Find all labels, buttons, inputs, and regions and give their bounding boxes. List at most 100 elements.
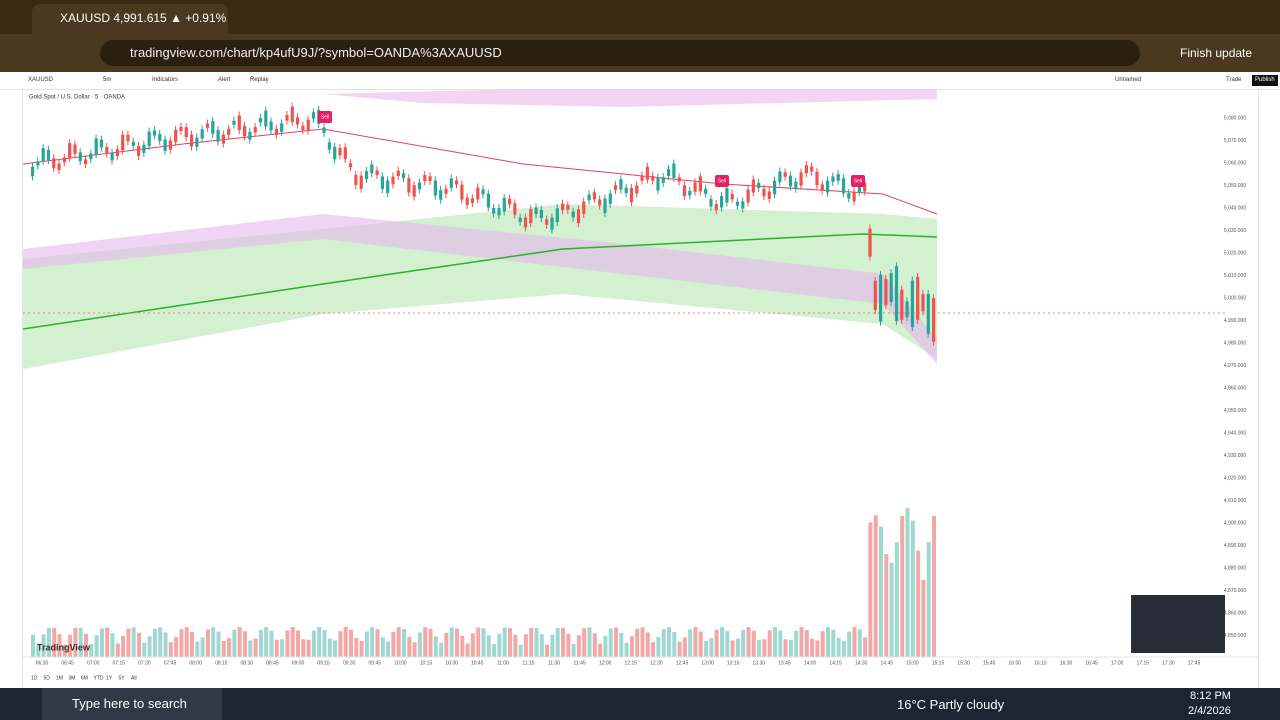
volume-bar xyxy=(195,641,200,657)
publish[interactable]: Publish xyxy=(1252,75,1278,86)
volume-bar xyxy=(709,638,714,657)
volume-bar xyxy=(417,632,422,657)
candle-body xyxy=(863,182,867,192)
candle-body xyxy=(698,176,702,192)
volume-bar xyxy=(523,634,528,657)
candle-body xyxy=(460,184,464,200)
weather[interactable]: 16°C Partly cloudy xyxy=(897,697,1005,712)
browser-tab[interactable]: XAUUSD 4,991.615 ▲ +0.91% xyxy=(32,4,228,34)
price-label: 5,040.000 xyxy=(1224,205,1246,211)
interval[interactable]: 5m xyxy=(103,77,112,83)
volume-bar xyxy=(338,631,343,657)
range-button: 1Y xyxy=(106,675,113,681)
time-label: 09:15 xyxy=(317,660,330,666)
volume-bar xyxy=(52,627,57,657)
clock-date[interactable]: 2/4/2026 xyxy=(1188,705,1231,717)
candle-body xyxy=(820,184,824,191)
symbol[interactable]: XAUUSD xyxy=(28,77,54,83)
candle-body xyxy=(614,185,618,191)
volume-bar xyxy=(508,628,512,657)
volume-bar xyxy=(375,629,380,657)
candle-body xyxy=(343,147,347,160)
time-label: 11:30 xyxy=(548,660,560,666)
volume-bar xyxy=(407,636,412,657)
volume-bar xyxy=(698,631,703,657)
time-label: 11:45 xyxy=(574,660,586,666)
candle-body xyxy=(926,293,930,334)
search-box[interactable]: Type here to search xyxy=(42,688,222,720)
volume-bar xyxy=(433,636,438,657)
price-label: 4,940.000 xyxy=(1224,430,1246,436)
candle-body xyxy=(57,163,61,171)
volume-bar xyxy=(624,642,629,657)
candle-body xyxy=(677,177,681,182)
replay[interactable]: Replay xyxy=(250,77,269,83)
alert[interactable]: Alert xyxy=(218,77,231,83)
volume-bar xyxy=(921,579,926,657)
time-label: 07:15 xyxy=(113,660,126,666)
volume-bar xyxy=(248,640,253,657)
volume-bar xyxy=(539,634,544,657)
volume-bar xyxy=(815,640,820,657)
volume-bar xyxy=(932,515,936,657)
volume-bar xyxy=(280,639,285,657)
volume-bar xyxy=(364,631,369,657)
candle-body xyxy=(751,179,755,193)
volume-bar xyxy=(497,633,502,657)
volume-bar xyxy=(89,644,94,657)
price-label: 5,010.000 xyxy=(1224,273,1246,279)
indicators[interactable]: Indicators xyxy=(152,77,179,83)
clock-time[interactable]: 8:12 PM xyxy=(1190,690,1231,702)
candle-body xyxy=(884,278,888,306)
candle-body xyxy=(423,174,427,182)
volume-bar xyxy=(465,643,470,657)
candle-body xyxy=(831,176,835,182)
candle-body xyxy=(836,173,840,181)
volume-bar xyxy=(661,629,666,657)
candle-body xyxy=(667,168,671,176)
time-label: 15:00 xyxy=(906,660,919,666)
volume-bar xyxy=(741,630,746,657)
candle-body xyxy=(539,209,543,219)
time-label: 06:45 xyxy=(61,660,74,666)
candle-body xyxy=(682,185,687,196)
volume-bar xyxy=(804,630,809,657)
volume-bar xyxy=(841,640,846,657)
candle-body xyxy=(402,173,406,179)
candle-body xyxy=(296,117,300,125)
price-label: 5,060.000 xyxy=(1224,160,1246,166)
volume-bar xyxy=(412,642,417,657)
layout[interactable]: Unnamed xyxy=(1115,77,1142,83)
candle-body xyxy=(99,139,104,148)
time-label: 08:45 xyxy=(266,660,279,666)
time-label: 14:30 xyxy=(855,660,868,666)
time-label: 10:00 xyxy=(394,660,407,666)
time-label: 08:30 xyxy=(241,660,254,666)
volume-bar xyxy=(179,629,184,657)
url-field[interactable]: tradingview.com/chart/kp4ufU9J/?symbol=O… xyxy=(100,40,1140,66)
candle-body xyxy=(354,174,358,185)
volume-bar xyxy=(311,630,316,657)
time-label: 12:15 xyxy=(625,660,638,666)
volume-bar xyxy=(227,638,232,657)
candle-body xyxy=(142,144,146,153)
volume-bar xyxy=(333,640,338,657)
candle-body xyxy=(916,276,920,320)
candle-body xyxy=(306,119,310,131)
volume-bar xyxy=(68,634,73,657)
candle-body xyxy=(566,205,570,210)
volume-bar xyxy=(868,522,873,657)
time-label: 15:15 xyxy=(932,660,945,666)
volume-bar xyxy=(110,633,115,657)
volume-bar xyxy=(137,632,141,657)
volume-bar xyxy=(788,639,793,657)
volume-bar xyxy=(46,627,51,657)
candle-body xyxy=(661,177,665,183)
candle-body xyxy=(841,178,846,194)
price-label: 4,920.000 xyxy=(1224,475,1246,481)
candle-body xyxy=(46,150,51,161)
candle-body xyxy=(41,148,45,161)
update-button[interactable]: Finish update xyxy=(1180,46,1253,60)
trade[interactable]: Trade xyxy=(1226,77,1242,83)
